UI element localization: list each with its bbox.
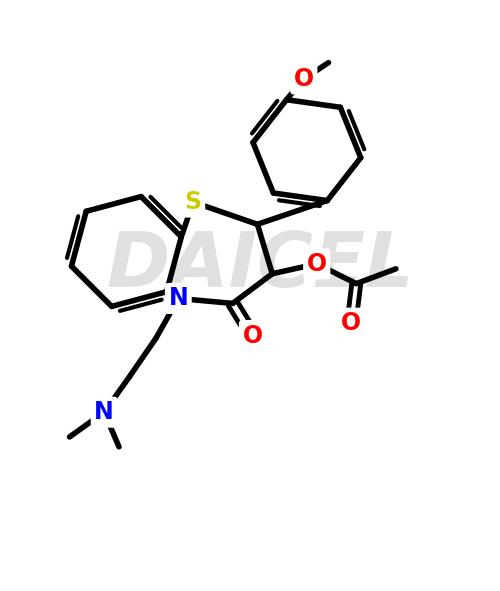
Text: N: N: [168, 287, 188, 310]
Text: S: S: [184, 190, 202, 214]
Text: N: N: [94, 400, 114, 424]
Text: O: O: [342, 311, 361, 335]
Text: DAICEL: DAICEL: [106, 229, 414, 303]
Text: O: O: [242, 323, 262, 348]
Text: O: O: [294, 67, 314, 91]
Text: O: O: [306, 252, 327, 276]
